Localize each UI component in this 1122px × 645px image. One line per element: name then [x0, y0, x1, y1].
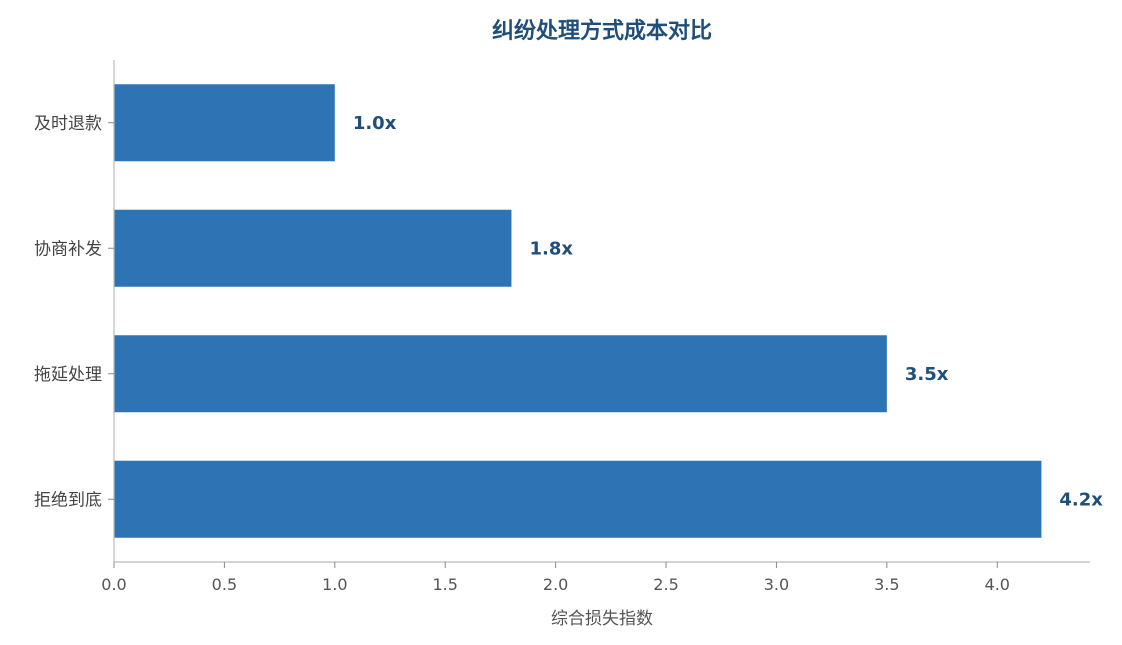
x-ticks-layer: 0.0 0.5 1.0 1.5 2.0 2.5 3.0 3.5 4.0: [101, 562, 1010, 594]
x-axis-title: 综合损失指数: [551, 609, 653, 629]
category-label-3: 拒绝到底: [34, 490, 102, 510]
value-label-0: 1.0x: [353, 113, 397, 134]
x-tick-label-6: 3.0: [764, 575, 789, 594]
value-label-1: 1.8x: [529, 238, 573, 259]
value-label-2: 3.5x: [905, 364, 949, 385]
bar-3: [114, 460, 1042, 538]
value-labels-layer: 1.0x 1.8x 3.5x 4.2x: [353, 113, 1103, 511]
x-tick-label-5: 2.5: [653, 575, 678, 594]
x-tick-label-2: 1.0: [322, 575, 347, 594]
x-tick-label-7: 3.5: [874, 575, 899, 594]
bar-1: [114, 209, 512, 287]
category-label-0: 及时退款: [34, 114, 102, 134]
chart-title: 纠纷处理方式成本对比: [492, 18, 712, 44]
value-label-3: 4.2x: [1059, 489, 1103, 510]
category-label-2: 拖延处理: [34, 365, 102, 385]
x-tick-label-1: 0.5: [212, 575, 237, 594]
bars-layer: [114, 84, 1042, 538]
category-label-1: 协商补发: [34, 239, 102, 259]
x-tick-label-4: 2.0: [543, 575, 568, 594]
x-tick-label-3: 1.5: [432, 575, 457, 594]
bar-2: [114, 335, 887, 413]
x-tick-label-8: 4.0: [985, 575, 1010, 594]
bar-0: [114, 84, 335, 162]
x-tick-label-0: 0.0: [101, 575, 126, 594]
